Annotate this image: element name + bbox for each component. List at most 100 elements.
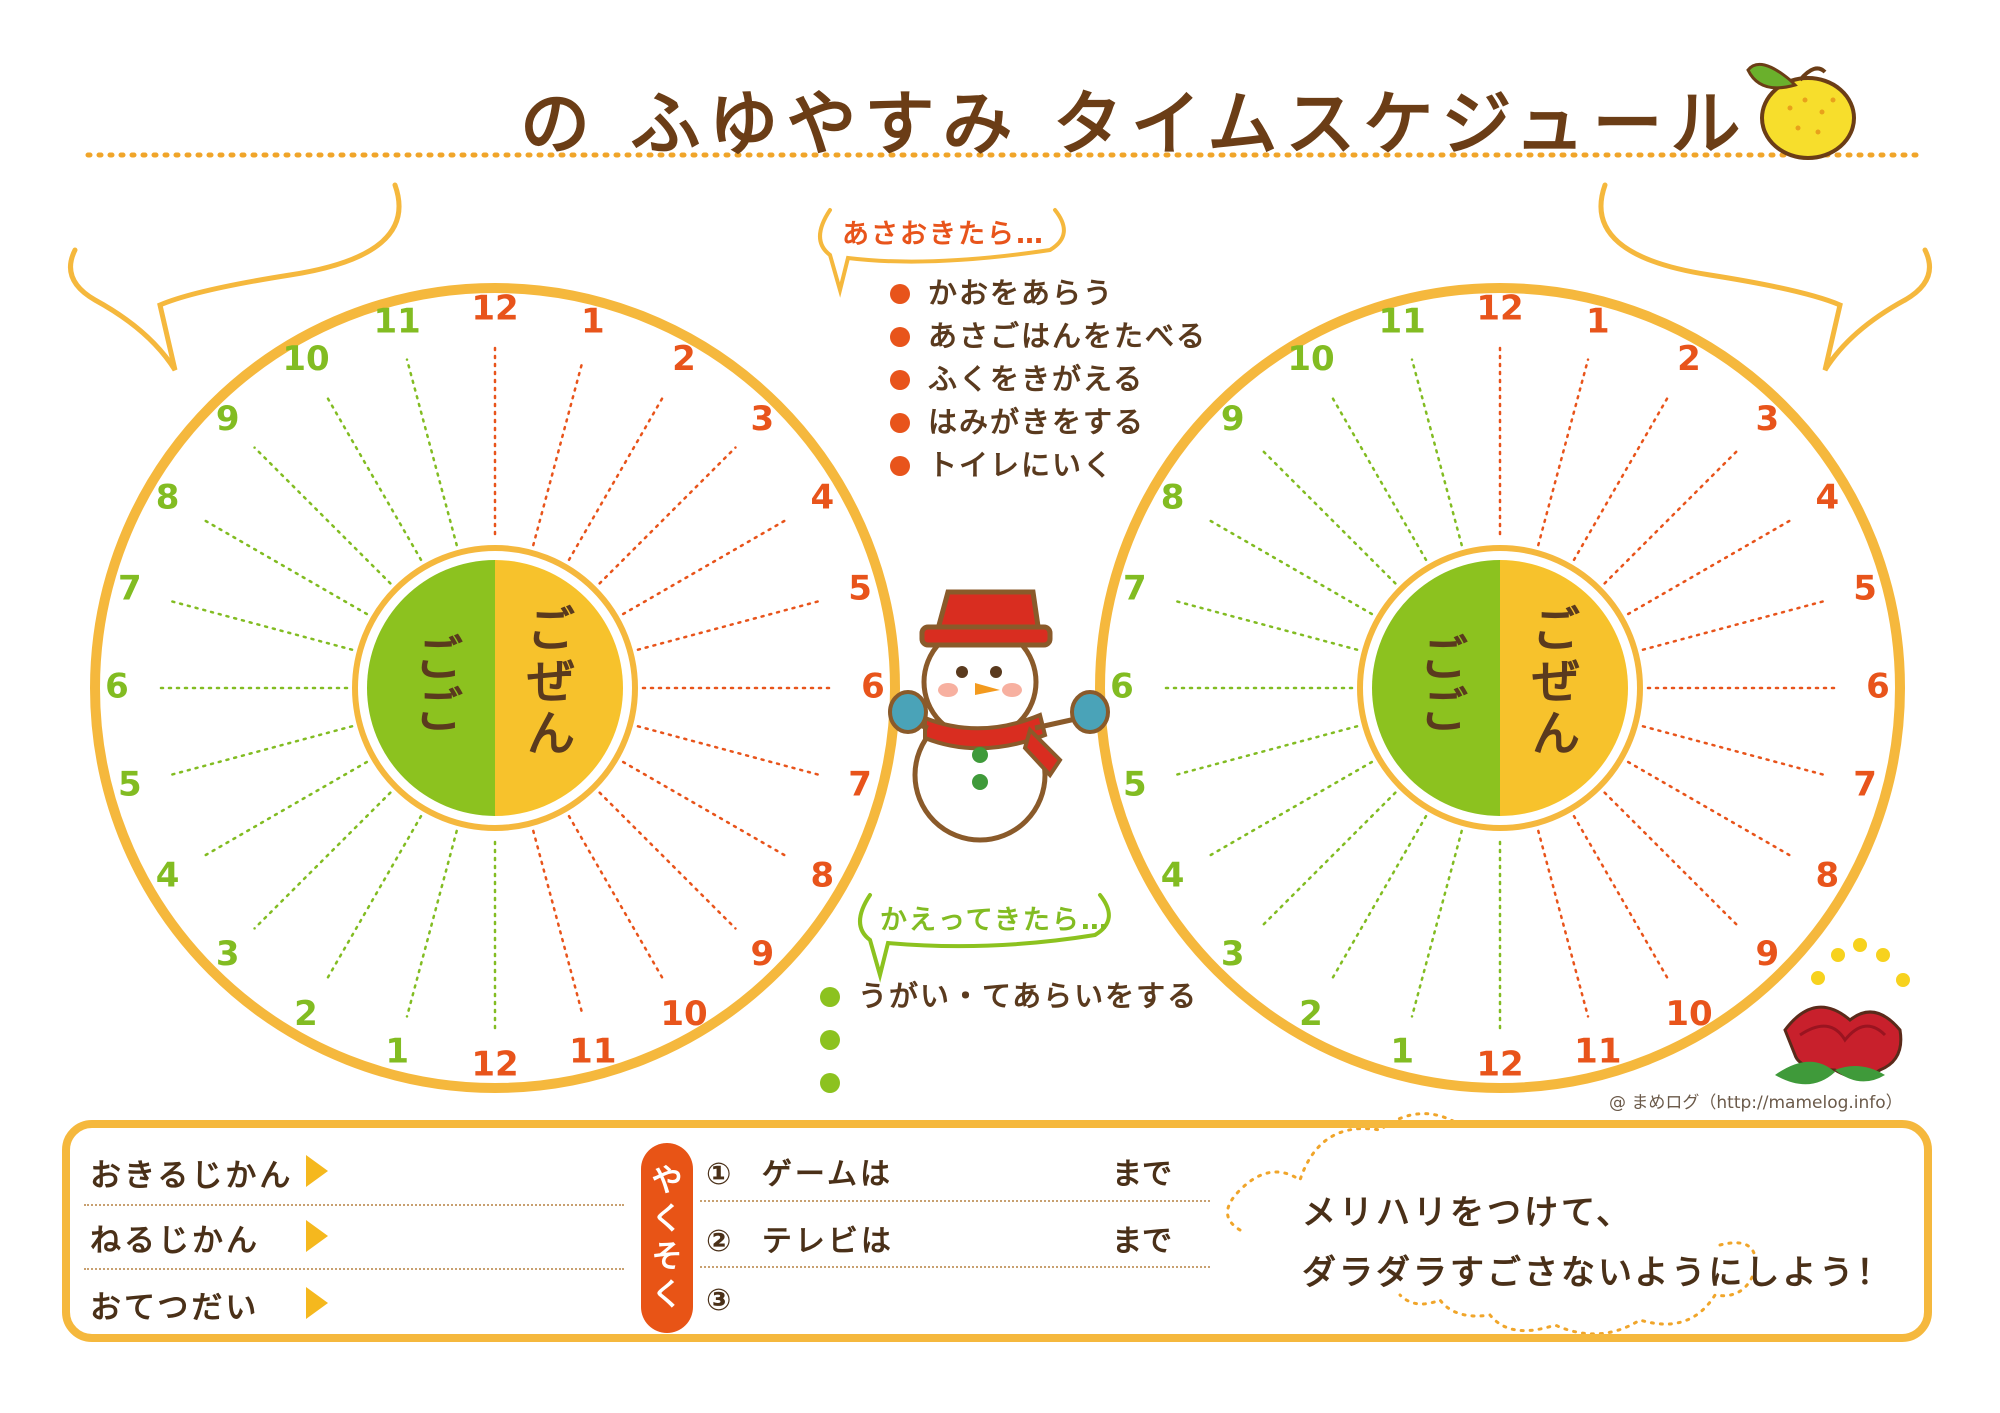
- bottom-panel: [62, 1120, 1932, 1342]
- hour-number-pm: 8: [156, 478, 180, 518]
- sleep-time-label: ねるじかん: [90, 1223, 260, 1259]
- hour-number-am: 10: [1665, 994, 1712, 1034]
- clock-outer-ring: [1095, 283, 1905, 1093]
- hour-number-pm: 3: [216, 934, 240, 974]
- hour-number-am: 9: [1755, 934, 1779, 974]
- hour-number-am: 1: [1586, 301, 1610, 341]
- promise-badge: や く そ く: [641, 1143, 693, 1333]
- hour-number-pm: 4: [1161, 856, 1185, 896]
- rule-1: ① ゲームは: [706, 1157, 893, 1192]
- hour-spoke: [567, 392, 667, 562]
- hour-spoke: [1328, 392, 1428, 562]
- row-divider: [84, 1204, 624, 1206]
- hour-number-pm: 2: [294, 994, 318, 1034]
- hour-spoke: [323, 814, 423, 984]
- hour-spoke: [1537, 358, 1590, 547]
- am-label: ん: [1532, 706, 1580, 762]
- hour-spoke: [199, 760, 369, 860]
- am-label: ご: [527, 602, 575, 658]
- hour-spoke: [1204, 516, 1374, 616]
- hour-number-pm: 11: [374, 301, 421, 341]
- bullet-icon: [890, 369, 910, 390]
- hour-number-pm: 1: [385, 1032, 409, 1072]
- hour-spoke: [1258, 791, 1397, 930]
- hour-number-pm: 2: [1299, 994, 1323, 1034]
- right-bubble-arc: [1598, 182, 1932, 372]
- hour-number-am: 11: [569, 1032, 616, 1072]
- hour-spoke: [598, 791, 737, 930]
- pm-label: ご: [415, 631, 463, 687]
- pm-label: ご: [415, 683, 463, 739]
- hour-number-am: 11: [1574, 1032, 1621, 1072]
- hour-spoke: [253, 791, 392, 930]
- am-half: [1500, 560, 1628, 816]
- row-divider: [700, 1266, 1210, 1268]
- am-half: [495, 560, 623, 816]
- hour-spoke: [323, 392, 423, 562]
- list-item[interactable]: [820, 1018, 1198, 1061]
- list-item: あさごはんをたべる: [890, 315, 1207, 358]
- bullet-icon: [890, 283, 910, 304]
- credit-text: @ まめログ（http://mamelog.info）: [1609, 1093, 1903, 1113]
- hour-spoke: [532, 358, 585, 547]
- hour-number-am: 1: [581, 301, 605, 341]
- hour-number-am: 8: [811, 856, 835, 896]
- yuzu-icon: [1746, 62, 1856, 160]
- hour-spoke: [1410, 829, 1463, 1018]
- hour-spoke: [1641, 725, 1830, 778]
- bullet-icon: [820, 1072, 840, 1093]
- hour-number-am: 3: [1755, 399, 1779, 439]
- hour-number-pm: 5: [1123, 764, 1147, 804]
- hour-number-am: 7: [1853, 764, 1877, 804]
- list-item: はみがきをする: [890, 401, 1207, 444]
- hour-spoke: [1328, 814, 1428, 984]
- hour-spoke: [1603, 791, 1742, 930]
- hour-number-am: 6: [1866, 667, 1890, 707]
- hour-spoke: [1258, 446, 1397, 585]
- hour-spoke: [1603, 446, 1742, 585]
- bullet-icon: [890, 326, 910, 347]
- hour-number-pm: 4: [156, 856, 180, 896]
- hour-number-pm: 6: [105, 667, 129, 707]
- hour-spoke: [598, 446, 737, 585]
- hour-number-am: 4: [811, 478, 835, 518]
- hour-spoke: [405, 358, 458, 547]
- am-label: ご: [1532, 602, 1580, 658]
- hour-number-pm: 9: [216, 399, 240, 439]
- hour-spoke: [1410, 358, 1463, 547]
- hour-number-pm: 3: [1221, 934, 1245, 974]
- hour-spoke: [1626, 760, 1796, 860]
- bullet-icon: [890, 412, 910, 433]
- hour-number-pm: 7: [1123, 569, 1147, 609]
- rule-2-until: まで: [1112, 1224, 1172, 1259]
- hour-spoke: [1170, 598, 1359, 651]
- hour-number-am: 12: [471, 289, 518, 329]
- wake-time-label: おきるじかん: [90, 1158, 294, 1194]
- hour-number-am: 12: [1476, 1045, 1523, 1085]
- hour-spoke: [1204, 760, 1374, 860]
- home-heading-bubble: [858, 893, 1111, 983]
- slogan-line-2: ダラダラすごさないようにしよう！: [1302, 1253, 1894, 1293]
- hour-spoke: [253, 446, 392, 585]
- pm-half: [1372, 560, 1500, 816]
- am-label: ぜ: [1532, 654, 1580, 710]
- hour-number-am: 5: [848, 569, 872, 609]
- slogan-line-1: メリハリをつけて、: [1302, 1193, 1634, 1233]
- hour-number-pm: 10: [282, 339, 329, 379]
- slogan-cloud-outline: [1226, 1112, 1758, 1336]
- row-divider: [84, 1268, 624, 1270]
- hour-number-pm: 5: [118, 764, 142, 804]
- hour-number-pm: 8: [1161, 478, 1185, 518]
- arrow-right-icon: [306, 1155, 328, 1187]
- am-label: ぜ: [527, 654, 575, 710]
- pm-label: ご: [1420, 631, 1468, 687]
- hour-number-pm: 9: [1221, 399, 1245, 439]
- hour-number-am: 9: [750, 934, 774, 974]
- morning-heading: あさおきたら…: [842, 219, 1045, 250]
- list-item[interactable]: [820, 1061, 1198, 1104]
- hour-spoke: [1626, 516, 1796, 616]
- hour-spoke: [532, 829, 585, 1018]
- list-item: かおをあらう: [890, 272, 1207, 315]
